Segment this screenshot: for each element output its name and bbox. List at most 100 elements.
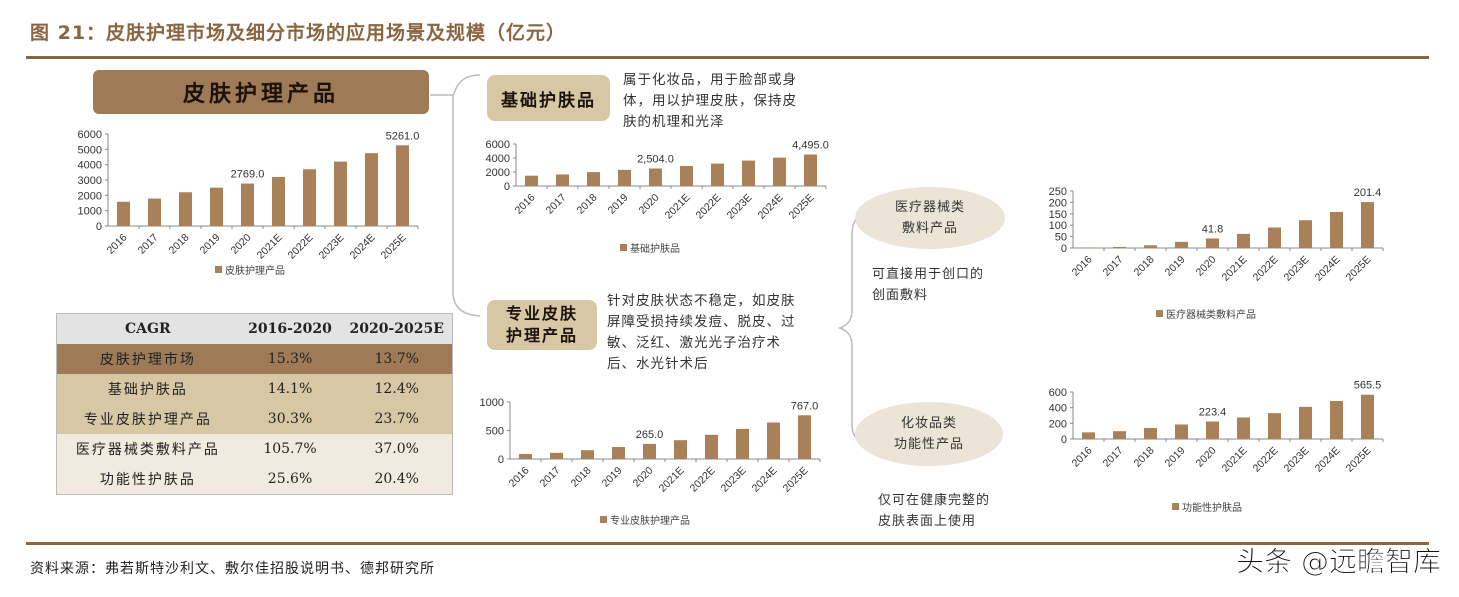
desc-line: 后、水光针术后	[607, 356, 709, 372]
svg-text:250: 250	[1049, 186, 1067, 198]
svg-text:6000: 6000	[78, 129, 102, 141]
svg-text:1000: 1000	[480, 397, 504, 409]
cagr-row: 医疗器械类敷料产品 105.7% 37.0%	[57, 434, 452, 464]
desc-professional-skincare: 针对皮肤状态不稳定，如皮肤 屏障受损持续发痘、脱皮、过 敏、泛红、激光光子治疗术…	[607, 291, 796, 375]
svg-text:2018: 2018	[569, 465, 594, 490]
ellipse-line: 医疗器械类	[894, 200, 965, 215]
svg-text:2016: 2016	[1070, 445, 1095, 470]
watermark: 头条 @远瞻智库	[1236, 545, 1442, 579]
desc-line: 体，用以护理皮肤，保持皮	[623, 93, 797, 109]
figure-title: 图 21：皮肤护理市场及细分市场的应用场景及规模（亿元）	[30, 22, 567, 44]
legend-cosmetic: 功能性护肤品	[1172, 499, 1242, 514]
svg-text:2021E: 2021E	[1220, 254, 1250, 284]
svg-text:2000: 2000	[486, 167, 510, 179]
svg-text:2023E: 2023E	[1282, 254, 1312, 284]
svg-text:2016: 2016	[513, 192, 538, 217]
svg-text:6000: 6000	[486, 139, 510, 151]
bracket-right	[837, 214, 866, 443]
cagr-value: 23.7%	[374, 411, 419, 427]
svg-text:2018: 2018	[1132, 254, 1157, 279]
ellipse-medical-dressing: 医疗器械类 敷料产品	[855, 187, 1005, 249]
desc-line: 创面敷料	[872, 288, 929, 303]
svg-text:2019: 2019	[606, 192, 631, 217]
cagr-value: 20.4%	[374, 471, 419, 487]
desc-line: 屏障受损持续发痘、脱皮、过	[607, 314, 796, 330]
svg-text:2020: 2020	[1194, 445, 1219, 470]
svg-text:2016: 2016	[105, 232, 130, 257]
desc-line: 肤的机理和光泽	[623, 114, 725, 130]
legend-swatch	[215, 266, 222, 273]
legend-label: 基础护肤品	[630, 244, 680, 255]
svg-text:201.4: 201.4	[1354, 187, 1382, 199]
cagr-row-label: 专业皮肤护理产品	[83, 412, 212, 428]
svg-text:2025E: 2025E	[1344, 445, 1374, 475]
svg-text:0: 0	[1061, 434, 1067, 446]
bottom-rule	[26, 542, 1429, 545]
ellipse-line: 化妆品类	[900, 416, 957, 431]
legend-label: 功能性护肤品	[1182, 503, 1242, 514]
cagr-value: 105.7%	[263, 441, 317, 457]
desc-line: 针对皮肤状态不稳定，如皮肤	[607, 293, 796, 309]
desc-medical-dressing: 可直接用于创口的 创面敷料	[872, 264, 984, 306]
svg-text:5261.0: 5261.0	[386, 130, 420, 142]
cagr-value: 14.1%	[267, 381, 313, 397]
cagr-row-label: 功能性护肤品	[99, 472, 196, 488]
svg-text:2019: 2019	[198, 232, 223, 257]
chart-basic-skincare: 0 2000 4000 6000 2016 2017 2018 2019 2020 2,504.0…	[468, 128, 838, 238]
cagr-header: 2020-2025E	[349, 321, 444, 337]
svg-text:4000: 4000	[486, 153, 510, 165]
svg-text:3000: 3000	[78, 175, 102, 187]
cagr-header-row: CAGR 2016-2020 2020-2025E	[57, 314, 452, 344]
svg-text:2023E: 2023E	[1282, 445, 1312, 475]
svg-text:200: 200	[1049, 418, 1067, 430]
svg-text:2017: 2017	[136, 232, 161, 257]
svg-text:2021E: 2021E	[663, 192, 693, 222]
svg-text:2018: 2018	[575, 192, 600, 217]
ellipse-cosmetic-functional: 化妆品类 功能性产品	[855, 402, 1003, 466]
svg-text:2019: 2019	[1163, 445, 1188, 470]
svg-text:2025E: 2025E	[781, 465, 811, 495]
cagr-value: 37.0%	[374, 441, 419, 457]
svg-text:2021E: 2021E	[657, 465, 687, 495]
svg-text:2024E: 2024E	[1313, 254, 1343, 284]
svg-text:2022E: 2022E	[286, 232, 316, 262]
legend-medical: 医疗器械类敷料产品	[1156, 306, 1256, 321]
desc-basic-skincare: 属于化妆品，用于脸部或身 体，用以护理皮肤，保持皮 肤的机理和光泽	[623, 70, 797, 133]
legend-basic: 基础护肤品	[620, 240, 680, 255]
svg-text:2022E: 2022E	[688, 465, 718, 495]
ellipse-line: 功能性产品	[893, 437, 964, 452]
svg-text:2024E: 2024E	[348, 232, 378, 262]
desc-line: 属于化妆品，用于脸部或身	[623, 72, 797, 88]
ellipse-line: 敷料产品	[901, 221, 958, 236]
svg-text:1000: 1000	[78, 206, 102, 218]
svg-text:400: 400	[1049, 403, 1067, 415]
legend-swatch	[1156, 310, 1163, 317]
svg-text:2018: 2018	[1132, 445, 1157, 470]
desc-line: 敏、泛红、激光光子治疗术	[607, 335, 781, 351]
svg-text:2023E: 2023E	[719, 465, 749, 495]
svg-text:200: 200	[1049, 197, 1067, 209]
cagr-value: 25.6%	[267, 471, 313, 487]
cagr-row: 功能性护肤品 25.6% 20.4%	[57, 464, 452, 494]
svg-text:41.8: 41.8	[1202, 223, 1223, 235]
cagr-table-wrapper: CAGR 2016-2020 2020-2025E 皮肤护理市场 15.3% 13.…	[56, 313, 453, 495]
header-professional-skincare: 专业皮肤 护理产品	[487, 300, 597, 350]
legend-label: 专业皮肤护理产品	[610, 516, 690, 527]
header-skincare-products: 皮肤护理产品	[93, 70, 429, 114]
cagr-value: 13.7%	[374, 351, 419, 367]
top-rule	[26, 56, 1429, 59]
cagr-value: 15.3%	[267, 351, 313, 367]
svg-text:2017: 2017	[1101, 445, 1126, 470]
svg-text:4,495.0: 4,495.0	[792, 140, 829, 152]
chart-cosmetic-functional: 0 200 400 600 2016 2017 2018 2019 2020 223.4 2021E…	[1025, 376, 1395, 491]
svg-text:2769.0: 2769.0	[231, 169, 265, 181]
cagr-value: 12.4%	[374, 381, 419, 397]
header-line: 专业皮肤	[505, 304, 578, 323]
svg-text:2024E: 2024E	[750, 465, 780, 495]
chart-medical-dressing: 0 50 100 150 200 250 2016 2017 2018 2019 2020 41.8 2…	[1025, 175, 1395, 300]
svg-text:2024E: 2024E	[756, 192, 786, 222]
svg-text:2018: 2018	[167, 232, 192, 257]
legend-swatch	[1172, 503, 1179, 510]
cagr-row-label: 皮肤护理市场	[99, 352, 196, 368]
svg-text:2017: 2017	[538, 465, 563, 490]
